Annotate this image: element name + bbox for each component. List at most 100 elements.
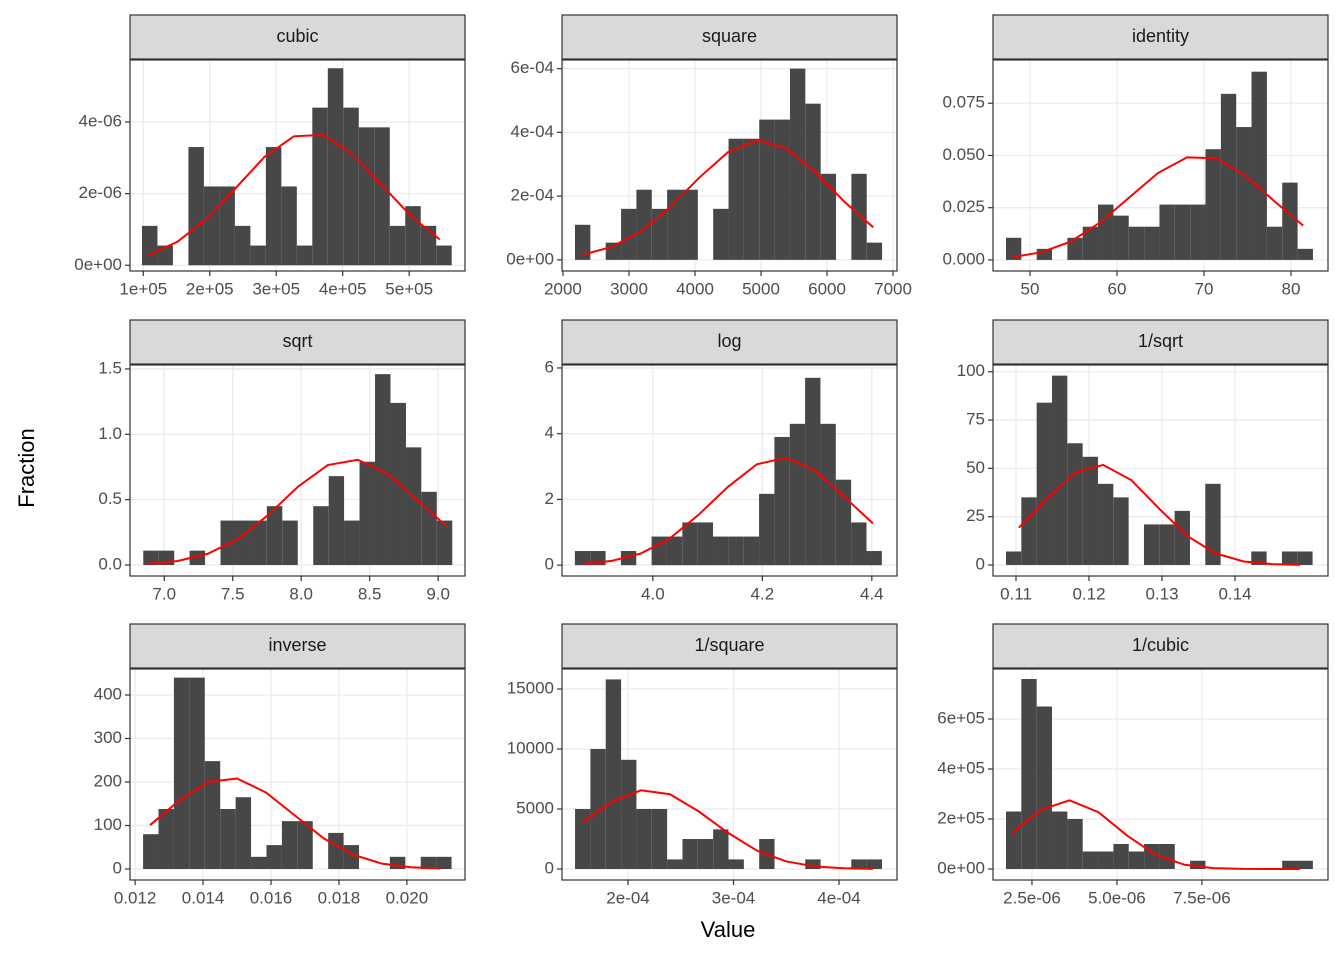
bar <box>265 147 282 266</box>
bar <box>774 119 790 260</box>
density-curve <box>149 777 440 870</box>
y-tick-label: 0 <box>113 858 122 877</box>
bar <box>220 808 236 869</box>
bar <box>1159 844 1175 869</box>
panel-border <box>992 59 1329 272</box>
y-tick-label: 1.0 <box>98 424 122 443</box>
facet-title: 1/sqrt <box>1138 331 1183 351</box>
bar <box>820 423 836 566</box>
bar <box>1082 456 1098 565</box>
bar <box>666 536 683 566</box>
bar <box>420 856 437 869</box>
bar <box>312 107 328 266</box>
bar <box>1266 226 1283 260</box>
bar <box>1128 226 1145 260</box>
bar <box>1082 851 1099 869</box>
x-tick-label: 0.012 <box>114 888 157 907</box>
bar <box>313 506 329 566</box>
x-tick-label: 2e-04 <box>606 888 649 907</box>
bar <box>389 225 406 266</box>
bar <box>621 759 637 869</box>
y-tick-label: 6e+05 <box>937 708 985 727</box>
bar <box>1174 510 1190 565</box>
bar <box>1067 237 1083 260</box>
density-curve <box>582 456 874 565</box>
bar <box>728 536 744 566</box>
bar <box>636 808 652 869</box>
facet-title: cubic <box>276 26 318 46</box>
bar <box>805 377 821 566</box>
x-tick-label: 5000 <box>742 279 780 298</box>
y-tick-label: 100 <box>94 815 122 834</box>
bar <box>1036 402 1052 565</box>
y-tick-label: 0 <box>976 554 985 573</box>
bar <box>1113 844 1129 869</box>
bar <box>343 107 359 266</box>
bar <box>651 536 667 566</box>
strip <box>129 623 466 669</box>
bar <box>713 536 729 566</box>
bar <box>236 520 252 566</box>
bar <box>1297 860 1313 869</box>
bar <box>851 859 867 869</box>
bar <box>296 245 313 266</box>
y-tick-label: 0e+00 <box>506 249 554 268</box>
strip <box>992 319 1329 365</box>
x-tick-label: 8.0 <box>289 584 313 603</box>
strip <box>561 623 898 669</box>
x-tick-label: 0.018 <box>318 888 361 907</box>
bar <box>651 808 668 869</box>
y-tick-label: 2e-04 <box>511 186 554 205</box>
facet-title: identity <box>1132 26 1189 46</box>
bar <box>743 536 760 566</box>
bar <box>1097 483 1114 565</box>
facet-title: 1/square <box>694 635 764 655</box>
strip <box>992 14 1329 60</box>
bar <box>1159 524 1175 565</box>
bar <box>1082 226 1099 260</box>
y-tick-label: 0 <box>545 858 554 877</box>
bar <box>682 522 698 566</box>
facet: identity 0.000 0.025 0.050 0.075 50 60 70 80 <box>942 14 1329 298</box>
panel-border <box>992 668 1329 881</box>
bar <box>1067 443 1083 565</box>
bar <box>759 119 775 260</box>
y-tick-label: 25 <box>966 506 985 525</box>
x-tick-label: 7000 <box>874 279 912 298</box>
bar <box>1251 71 1267 260</box>
bar <box>1113 215 1129 260</box>
bar <box>1282 860 1298 869</box>
bar <box>651 208 668 260</box>
bar <box>805 103 821 260</box>
bar <box>789 68 806 260</box>
bar <box>1205 149 1221 260</box>
panel-border <box>129 364 466 577</box>
bar <box>1143 524 1160 565</box>
bar <box>1098 851 1114 869</box>
panel-border <box>129 59 466 272</box>
bar <box>697 838 714 869</box>
bar <box>1021 497 1037 565</box>
bar <box>328 832 344 869</box>
x-tick-label: 3e+05 <box>252 279 300 298</box>
bar <box>157 245 173 266</box>
x-tick-label: 70 <box>1195 279 1214 298</box>
y-tick-label: 0.050 <box>942 145 985 164</box>
x-tick-label: 7.5e-06 <box>1173 888 1231 907</box>
bar <box>358 127 375 266</box>
bar <box>835 479 852 566</box>
bar <box>1159 204 1175 260</box>
bar <box>189 550 206 566</box>
bar <box>405 206 421 266</box>
bar <box>682 838 698 869</box>
bar <box>1052 811 1068 869</box>
y-tick-label: 100 <box>957 361 985 380</box>
bar <box>1297 248 1313 260</box>
bar <box>728 138 744 260</box>
bar <box>575 224 591 260</box>
x-tick-label: 0.13 <box>1145 584 1178 603</box>
x-tick-label: 80 <box>1282 279 1301 298</box>
facet: log 0 2 4 6 4.0 4.2 4.4 <box>545 319 898 603</box>
facet: 1/sqrt 0 25 50 75 100 0.11 0.12 0.13 0.14 <box>957 319 1329 603</box>
x-tick-label: 7.0 <box>152 584 176 603</box>
